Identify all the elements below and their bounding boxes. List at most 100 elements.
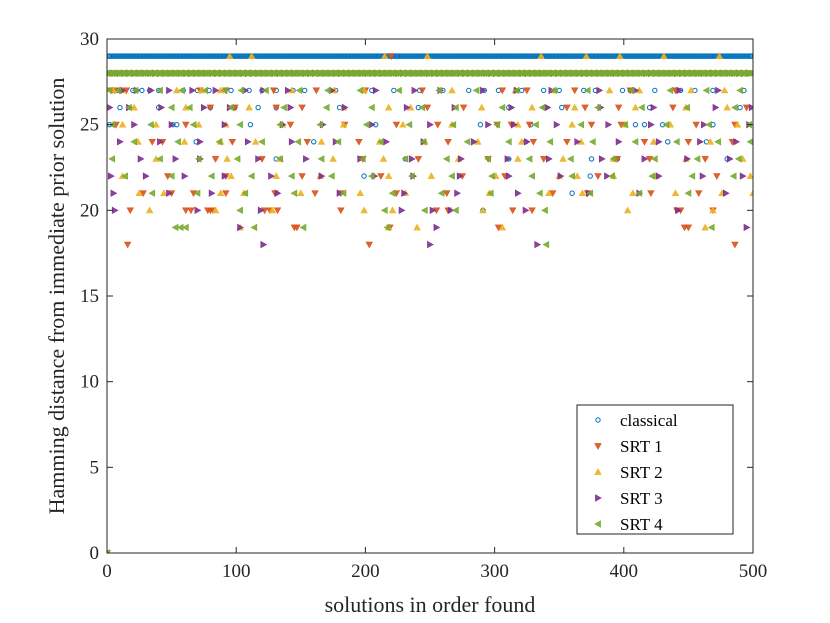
data-point	[268, 172, 275, 180]
data-point	[193, 189, 201, 197]
data-point	[298, 173, 306, 180]
data-point	[388, 189, 396, 197]
data-point	[237, 86, 245, 95]
data-point	[247, 121, 254, 128]
data-point	[117, 138, 124, 146]
data-point	[588, 156, 595, 162]
data-point	[419, 138, 427, 146]
data-point	[616, 52, 624, 59]
data-point	[641, 155, 649, 163]
data-point	[734, 155, 742, 163]
data-point	[638, 103, 645, 112]
x-tick-label: 100	[222, 561, 251, 582]
data-point	[208, 189, 216, 197]
data-point	[285, 86, 292, 95]
axes: 0 100 200 300 400 500 0 5 10 15 20 25 30	[80, 29, 767, 582]
data-point	[498, 103, 506, 112]
data-point	[236, 206, 243, 215]
data-point	[621, 120, 628, 129]
data-point	[569, 190, 575, 196]
data-point	[540, 87, 547, 94]
data-point	[705, 120, 712, 129]
data-point	[107, 86, 113, 95]
data-point	[301, 87, 308, 94]
data-point	[262, 86, 269, 95]
data-point	[358, 155, 366, 163]
data-point	[596, 86, 604, 95]
data-point	[158, 103, 166, 112]
data-point	[427, 120, 434, 129]
data-point	[413, 223, 421, 231]
data-point	[505, 172, 513, 180]
data-point	[130, 138, 137, 146]
data-point	[255, 104, 261, 111]
data-point	[172, 155, 180, 163]
data-point	[434, 121, 442, 129]
data-point	[365, 241, 373, 249]
data-point	[377, 173, 385, 180]
data-point	[746, 172, 753, 179]
data-point	[361, 173, 367, 179]
data-point	[227, 172, 235, 179]
legend-label: SRT 2	[620, 463, 663, 482]
data-point	[731, 241, 739, 249]
data-point	[635, 189, 643, 197]
data-point	[311, 139, 317, 145]
data-point	[485, 120, 492, 129]
data-point	[537, 52, 545, 59]
data-point	[442, 155, 450, 163]
data-point	[221, 172, 229, 180]
data-point	[215, 138, 223, 146]
data-point	[486, 189, 494, 197]
data-point	[401, 155, 409, 163]
data-point	[456, 172, 464, 180]
legend-item: SRT 2	[594, 463, 663, 482]
data-point	[697, 138, 704, 146]
y-tick-label: 30	[80, 29, 99, 50]
data-point	[570, 103, 579, 111]
data-point	[272, 172, 280, 179]
data-point	[715, 52, 724, 59]
data-point	[556, 87, 562, 94]
data-point	[241, 189, 249, 197]
data-point	[421, 206, 428, 215]
data-point	[650, 103, 658, 112]
data-point	[550, 86, 557, 95]
data-point	[380, 206, 388, 215]
data-point	[712, 103, 720, 112]
data-point	[619, 87, 626, 94]
data-point	[578, 189, 587, 197]
data-point	[687, 86, 695, 94]
y-tick-label: 20	[80, 200, 99, 221]
data-point	[684, 224, 693, 232]
data-point	[295, 86, 303, 95]
data-point	[629, 189, 637, 197]
data-point	[528, 172, 535, 180]
data-point	[201, 103, 208, 112]
data-point	[221, 120, 229, 129]
data-point	[247, 52, 256, 59]
data-point	[312, 87, 321, 95]
data-point	[666, 86, 674, 95]
data-point	[448, 86, 456, 94]
data-point	[511, 120, 518, 129]
data-point	[288, 138, 296, 146]
legend-marker	[595, 494, 602, 502]
data-point	[484, 155, 492, 163]
data-point	[609, 155, 617, 163]
data-point	[121, 172, 128, 180]
data-point	[123, 241, 132, 249]
data-point	[720, 86, 729, 94]
y-tick-label: 25	[80, 115, 99, 136]
data-point	[623, 206, 632, 214]
data-point	[108, 155, 116, 163]
x-tick-label: 200	[351, 561, 380, 582]
data-point	[647, 190, 655, 198]
data-point	[472, 86, 480, 95]
legend-label: SRT 4	[620, 515, 663, 534]
data-point	[733, 138, 741, 146]
data-point	[518, 137, 526, 145]
data-point	[707, 223, 715, 232]
data-point	[598, 155, 606, 163]
